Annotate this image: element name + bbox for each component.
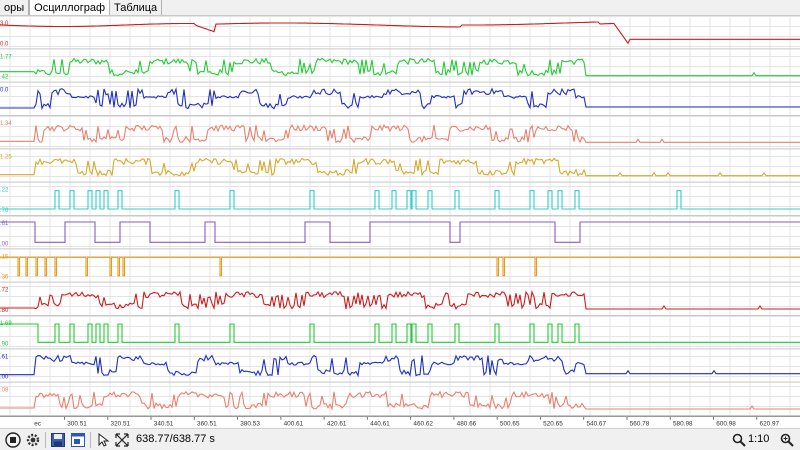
ch2-trace <box>0 57 800 77</box>
ch9-label-top: .72 <box>0 288 9 294</box>
cursor-icon[interactable] <box>94 431 112 449</box>
ch7-label-bottom: .00 <box>0 241 9 247</box>
bottom-toolbar: 638.77/638.77 s 1:10 <box>0 428 800 450</box>
ch3-trace <box>0 86 800 111</box>
time-axis-tick-label: 380.53 <box>240 420 260 427</box>
time-axis-tick-label: 400.61 <box>284 420 304 427</box>
ch5-trace <box>0 157 800 177</box>
ch8-label-top: .15 <box>0 254 9 260</box>
ch10-trace <box>0 323 800 343</box>
toolbar-separator <box>45 432 46 448</box>
time-axis: ec 300.51 320.51 340.51 360.51 380.53 400.61 42… <box>0 416 800 428</box>
ch8-trace <box>0 256 800 277</box>
time-axis-tick-label: 500.65 <box>500 420 520 427</box>
tab-oscilloscope[interactable]: Осциллограф <box>29 0 111 15</box>
ch11-label-top: .61 <box>0 354 9 360</box>
time-axis-tick-label: 540.67 <box>586 420 606 427</box>
time-axis-tick-label: 460.62 <box>413 420 433 427</box>
time-axis-tick-label: 360.51 <box>197 420 217 427</box>
time-axis-tick-label: 580.98 <box>673 420 693 427</box>
save-icon[interactable] <box>49 431 67 449</box>
ch6-label-bottom: .76 <box>0 208 9 214</box>
time-axis-tick-label: 300.51 <box>67 420 87 427</box>
ch7-trace <box>0 221 800 243</box>
ch8-label-bottom: .36 <box>0 275 9 281</box>
ch1-trace <box>0 21 800 45</box>
ch6-label-top: .22 <box>0 188 9 194</box>
ch1-label-top: 3.0 <box>0 21 9 27</box>
time-axis-tick-label: 560.78 <box>630 420 650 427</box>
time-axis-tick-label: 340.51 <box>154 420 174 427</box>
time-axis-tick-label: 600.98 <box>716 420 736 427</box>
ch2-label-bottom: .42 <box>0 75 9 81</box>
settings-gear-icon[interactable] <box>24 431 42 449</box>
ch11-trace <box>0 354 800 378</box>
ch10-label-bottom: .90 <box>0 341 9 347</box>
zoom-in-icon[interactable] <box>778 431 796 449</box>
time-axis-unit: ec <box>34 420 42 427</box>
oscilloscope-plot[interactable]: 3.0 0.0 1.77 .42 0.0 1.34 1.25 .22 .76 .61 .00 .15.… <box>0 16 800 416</box>
ch2-label-top: 1.77 <box>0 54 12 60</box>
toolbar-separator <box>90 432 91 448</box>
ch12-label-top: .08 <box>0 388 9 394</box>
ch4-trace <box>0 124 800 144</box>
time-axis-tick-label: 520.65 <box>543 420 563 427</box>
scale-readout: 1:10 <box>748 433 770 445</box>
channel-traces <box>0 21 800 416</box>
ch1-label-bottom: 0.0 <box>0 41 9 47</box>
ch10-label-top: 1.69 <box>0 321 12 327</box>
tab-table[interactable]: Таблица <box>110 0 163 15</box>
ch9-label-bottom: .80 <box>0 308 9 314</box>
tab-sensors[interactable]: оры <box>0 0 30 15</box>
ch4-label-top: 1.34 <box>0 121 12 127</box>
ch9-trace <box>0 289 800 311</box>
tab-bar: оры Осциллограф Таблица <box>0 0 800 16</box>
ch11-label-bottom: .00 <box>0 375 9 381</box>
stop-icon[interactable] <box>4 431 22 449</box>
channel-scale-labels: 3.0 0.0 1.77 .42 0.0 1.34 1.25 .22 .76 .61 .00 .15.… <box>0 21 12 394</box>
ch12-trace <box>0 390 800 411</box>
fit-icon[interactable] <box>113 431 131 449</box>
ch3-label-top: 0.0 <box>0 88 9 94</box>
ch6-trace <box>0 190 800 210</box>
time-readout: 638.77/638.77 s <box>136 433 215 445</box>
ch5-label-top: 1.25 <box>0 154 12 160</box>
time-axis-tick-label: 480.66 <box>457 420 477 427</box>
time-axis-tick-label: 420.61 <box>327 420 347 427</box>
time-axis-tick-label: 320.51 <box>111 420 131 427</box>
time-axis-tick-label: 620.97 <box>760 420 780 427</box>
ch7-label-top: .61 <box>0 221 9 227</box>
zoom-icon[interactable] <box>730 431 748 449</box>
export-icon[interactable] <box>69 431 87 449</box>
time-axis-tick-label: 440.61 <box>370 420 390 427</box>
